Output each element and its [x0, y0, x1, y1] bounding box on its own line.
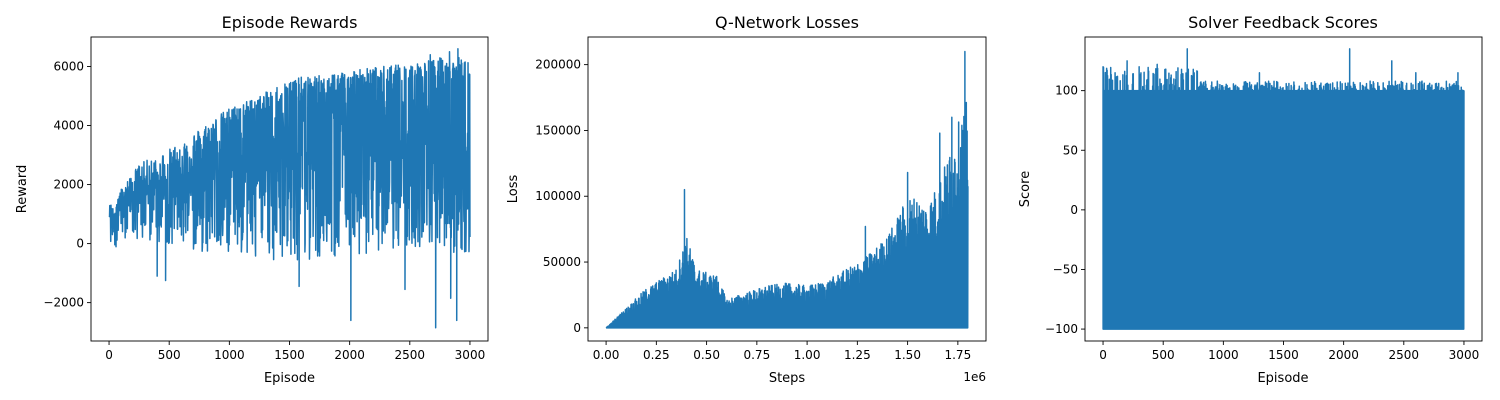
x-tick-label: 1000 [214, 348, 245, 362]
y-tick-label: 50 [1063, 143, 1078, 157]
y-tick-label: 100000 [535, 189, 581, 203]
y-tick-label: −100 [1045, 322, 1078, 336]
y-tick-label: 0 [1070, 203, 1078, 217]
x-tick-label: 0.00 [593, 348, 620, 362]
chart-title: Q-Network Losses [715, 13, 859, 32]
x-tick-label: 2500 [1389, 348, 1420, 362]
plot-frame [90, 36, 489, 342]
x-tick-label: 2000 [1328, 348, 1359, 362]
x-axis-label: Steps [769, 371, 806, 386]
series-line-reward [108, 48, 471, 329]
x-axis-label: Episode [1257, 371, 1308, 386]
y-tick-label: 4000 [53, 119, 84, 133]
chart-solver-feedback-scores: Solver Feedback Scores 0 500 1000 1500 2000 2… [1018, 13, 1483, 386]
x-tick-label: 3000 [455, 348, 486, 362]
x-tick-label: 1.00 [794, 348, 821, 362]
x-tick-label: 500 [1152, 348, 1175, 362]
chart-title: Episode Rewards [222, 13, 358, 32]
y-tick-label: 0 [573, 321, 581, 335]
y-tick-label: 0 [76, 237, 84, 251]
plot-frame [1084, 36, 1483, 342]
x-tick-label: 3000 [1449, 348, 1480, 362]
series-line-loss [605, 50, 969, 329]
x-tick-label: 0 [105, 348, 113, 362]
y-tick-label: 200000 [535, 58, 581, 72]
y-tick-label: −2000 [43, 296, 84, 310]
y-axis-label: Reward [15, 165, 30, 213]
x-tick-label: 0.75 [743, 348, 770, 362]
chart-q-network-losses: Q-Network Losses 0.00 0.25 0.50 0.75 1.00 1.2… [506, 13, 987, 386]
x-tick-label: 0 [1099, 348, 1107, 362]
x-tick-label: 0.25 [643, 348, 670, 362]
x-tick-label: 1.25 [844, 348, 871, 362]
x-tick-label: 2000 [334, 348, 365, 362]
x-tick-label: 1500 [274, 348, 305, 362]
x-tick-label: 1000 [1208, 348, 1239, 362]
chart-title: Solver Feedback Scores [1188, 13, 1378, 32]
x-tick-label: 0.50 [693, 348, 720, 362]
y-tick-label: 150000 [535, 123, 581, 137]
x-tick-label: 500 [158, 348, 181, 362]
x-axis-offset-text: 1e6 [963, 370, 986, 384]
y-tick-label: 2000 [53, 178, 84, 192]
y-axis-label: Loss [506, 175, 521, 204]
x-axis-label: Episode [264, 371, 315, 386]
x-tick-label: 1.75 [944, 348, 971, 362]
chart-episode-rewards: Episode Rewards 0 500 1000 1500 2000 2500 3000… [15, 13, 489, 386]
y-tick-label: 50000 [543, 255, 581, 269]
x-tick-label: 2500 [395, 348, 426, 362]
y-tick-label: 6000 [53, 60, 84, 74]
plot-frame [587, 36, 987, 342]
y-axis-label: Score [1018, 171, 1033, 207]
series-line-score [1102, 48, 1465, 330]
y-tick-label: 100 [1055, 84, 1078, 98]
x-tick-label: 1500 [1268, 348, 1299, 362]
x-tick-label: 1.50 [894, 348, 921, 362]
y-tick-label: −50 [1053, 262, 1078, 276]
